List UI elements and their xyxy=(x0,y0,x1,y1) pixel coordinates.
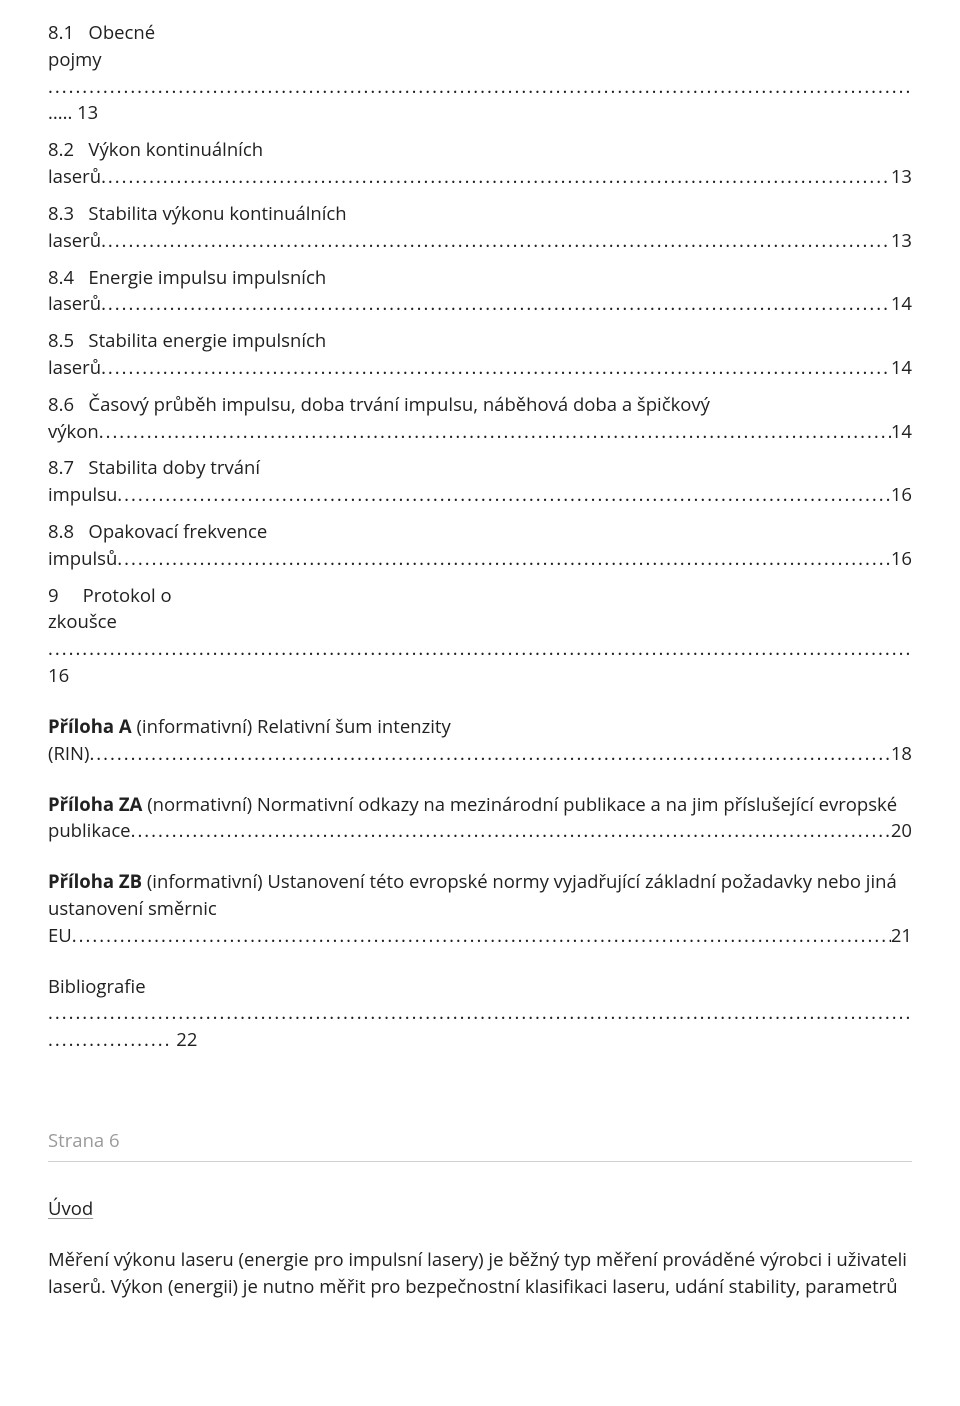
toc-title-cont: impulsů.................................… xyxy=(48,546,912,573)
toc-entry: 8.7 Stabilita doby trváníimpulsu........… xyxy=(48,455,912,509)
toc-title: 8.1 Obecné xyxy=(48,20,912,47)
toc-title-cont: EU......................................… xyxy=(48,923,912,950)
toc-title-cont: pojmy xyxy=(48,47,912,74)
toc-dots: ........................................… xyxy=(101,228,891,255)
toc-entry: 8.8 Opakovací frekvenceimpulsů..........… xyxy=(48,519,912,573)
toc-title-text: (RIN) xyxy=(48,741,89,768)
toc-dots: ........................................… xyxy=(117,482,891,509)
toc-title-cont: výkon...................................… xyxy=(48,419,912,446)
toc-entry: Příloha A (informativní) Relativní šum i… xyxy=(48,714,912,768)
toc-page: 14 xyxy=(891,419,912,446)
toc-page: 21 xyxy=(891,923,912,950)
section-gap xyxy=(48,696,912,714)
toc-title-text: výkon xyxy=(48,419,99,446)
toc-title: 8.8 Opakovací frekvence xyxy=(48,519,912,546)
toc-rest: (informativní) Ustanovení této evropské … xyxy=(48,869,897,921)
toc-page: 18 xyxy=(891,741,912,768)
toc-dots: ........................................… xyxy=(48,74,912,101)
toc-page: 13 xyxy=(891,164,912,191)
toc-dots: ........................................… xyxy=(48,636,912,663)
toc-dots: ........................................… xyxy=(101,164,891,191)
toc-bold-prefix: Příloha ZA xyxy=(48,792,142,817)
toc-title-cont: laserů..................................… xyxy=(48,228,912,255)
toc-title-text: laserů xyxy=(48,164,101,191)
toc-dots: ........................................… xyxy=(89,741,890,768)
toc-title-text: laserů xyxy=(48,228,101,255)
divider xyxy=(48,1161,912,1162)
toc-rest: (informativní) Relativní šum intenzity xyxy=(132,714,451,739)
toc-dots: ........................................… xyxy=(117,546,891,573)
toc-page: 14 xyxy=(891,355,912,382)
toc-entry: 8.4 Energie impulsu impulsníchlaserů....… xyxy=(48,265,912,319)
toc-entry: 8.3 Stabilita výkonu kontinuálníchlaserů… xyxy=(48,201,912,255)
toc-title: Bibliografie xyxy=(48,974,912,1001)
toc-entry: Bibliografie............................… xyxy=(48,974,912,1054)
toc-dots-short: .................. xyxy=(48,1027,171,1052)
section-gap xyxy=(48,956,912,974)
toc-title: 8.6 Časový průběh impulsu, doba trvání i… xyxy=(48,392,912,419)
toc-entry: 8.6 Časový průběh impulsu, doba trvání i… xyxy=(48,392,912,446)
toc-title-text: impulsu xyxy=(48,482,117,509)
toc-title: Příloha ZA (normativní) Normativní odkaz… xyxy=(48,792,912,819)
toc-title-cont: publikace...............................… xyxy=(48,818,912,845)
toc-dots: ........................................… xyxy=(101,355,891,382)
toc-rest: (normativní) Normativní odkazy na meziná… xyxy=(142,792,897,817)
toc-dots: ........................................… xyxy=(99,419,891,446)
small-gap xyxy=(48,1060,912,1064)
toc-dots: ........................................… xyxy=(101,291,891,318)
toc-bold-prefix: Příloha ZB xyxy=(48,869,142,894)
toc-title-text: publikace xyxy=(48,818,131,845)
intro-heading: Úvod xyxy=(48,1196,912,1221)
toc-entry: Příloha ZA (normativní) Normativní odkaz… xyxy=(48,792,912,846)
toc-title-cont: laserů..................................… xyxy=(48,291,912,318)
table-of-contents: 8.1 Obecnépojmy.........................… xyxy=(48,20,912,1064)
toc-title: 9 Protokol o xyxy=(48,583,912,610)
toc-entry: 9 Protokol ozkoušce.....................… xyxy=(48,583,912,690)
intro-body: Měření výkonu laseru (energie pro impuls… xyxy=(48,1247,912,1301)
toc-entry: 8.1 Obecnépojmy.........................… xyxy=(48,20,912,127)
toc-page-num: 22 xyxy=(171,1027,197,1052)
toc-title-text: impulsů xyxy=(48,546,117,573)
section-gap xyxy=(48,774,912,792)
toc-title: 8.5 Stabilita energie impulsních xyxy=(48,328,912,355)
toc-title-cont: (RIN)...................................… xyxy=(48,741,912,768)
toc-dots: ........................................… xyxy=(48,1000,912,1027)
toc-title-cont: impulsu.................................… xyxy=(48,482,912,509)
toc-page: 14 xyxy=(891,291,912,318)
toc-title: 8.2 Výkon kontinuálních xyxy=(48,137,912,164)
toc-entry: 8.2 Výkon kontinuálníchlaserů...........… xyxy=(48,137,912,191)
toc-title: 8.3 Stabilita výkonu kontinuálních xyxy=(48,201,912,228)
toc-dots: ........................................… xyxy=(131,818,891,845)
page-marker: Strana 6 xyxy=(48,1128,912,1153)
toc-page: 16 xyxy=(891,482,912,509)
toc-page: 16 xyxy=(48,663,912,690)
toc-title: 8.4 Energie impulsu impulsních xyxy=(48,265,912,292)
toc-title-cont: zkoušce xyxy=(48,609,912,636)
toc-title: Příloha A (informativní) Relativní šum i… xyxy=(48,714,912,741)
toc-title: 8.7 Stabilita doby trvání xyxy=(48,455,912,482)
toc-title: Příloha ZB (informativní) Ustanovení tét… xyxy=(48,869,912,923)
toc-page: .................. 22 xyxy=(48,1027,912,1054)
toc-page: 13 xyxy=(891,228,912,255)
toc-title-text: laserů xyxy=(48,291,101,318)
toc-page: 16 xyxy=(891,546,912,573)
toc-page: ..... 13 xyxy=(48,100,912,127)
section-gap xyxy=(48,851,912,869)
toc-page: 20 xyxy=(891,818,912,845)
toc-title-cont: laserů..................................… xyxy=(48,355,912,382)
toc-title-text: EU xyxy=(48,923,72,950)
toc-entry: 8.5 Stabilita energie impulsníchlaserů..… xyxy=(48,328,912,382)
toc-title-text: laserů xyxy=(48,355,101,382)
toc-bold-prefix: Příloha A xyxy=(48,714,132,739)
toc-dots: ........................................… xyxy=(72,923,891,950)
toc-title-cont: laserů..................................… xyxy=(48,164,912,191)
toc-entry: Příloha ZB (informativní) Ustanovení tét… xyxy=(48,869,912,949)
